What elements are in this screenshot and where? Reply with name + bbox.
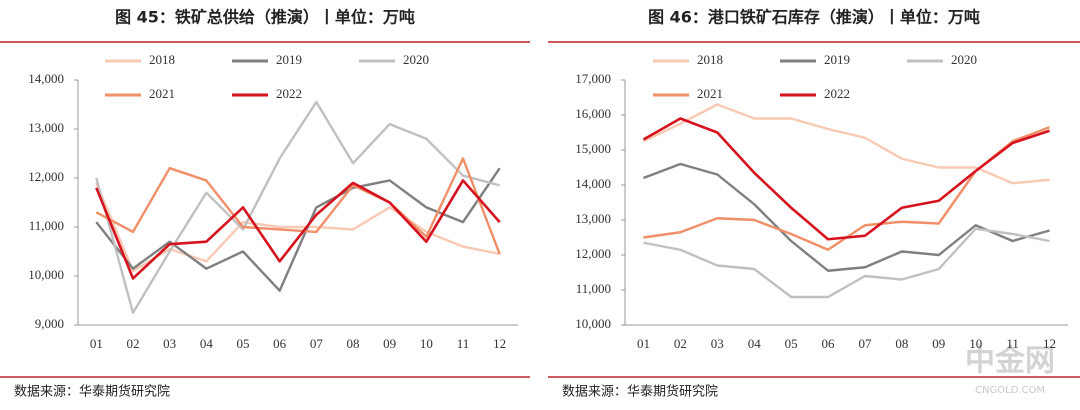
x-tick-label: 11	[457, 336, 470, 351]
x-tick-label: 01	[90, 336, 103, 351]
legend-label: 2021	[149, 86, 175, 101]
series-line	[643, 227, 1050, 299]
x-tick-label: 10	[969, 336, 982, 351]
y-tick-label: 16,000	[575, 106, 611, 121]
legend-label: 2022	[276, 86, 302, 101]
y-tick-label: 10,000	[28, 267, 64, 282]
series-line	[642, 103, 1050, 185]
y-tick-label: 12,000	[28, 169, 64, 184]
x-tick-label: 04	[200, 336, 214, 351]
x-tick-label: 09	[383, 336, 396, 351]
y-tick-label: 17,000	[575, 71, 611, 86]
series-line	[95, 182, 500, 273]
x-tick-label: 03	[163, 336, 176, 351]
x-tick-label: 08	[895, 336, 908, 351]
legend-label: 2019	[824, 52, 850, 67]
x-tick-label: 11	[1006, 336, 1019, 351]
x-tick-label: 05	[785, 336, 798, 351]
y-tick-label: 13,000	[575, 211, 611, 226]
x-tick-label: 09	[932, 336, 945, 351]
legend-label: 2021	[697, 86, 723, 101]
x-tick-label: 12	[1043, 336, 1056, 351]
watermark-site: CNGOLD.COM	[975, 385, 1045, 396]
watermark: 中金网	[965, 344, 1055, 379]
x-tick-label: 06	[822, 336, 836, 351]
legend-label: 2018	[697, 52, 723, 67]
x-tick-label: 02	[127, 336, 140, 351]
y-tick-label: 14,000	[575, 176, 611, 191]
source: 数据来源：华泰期货研究院	[562, 384, 718, 400]
y-tick-label: 11,000	[576, 281, 611, 296]
legend-label: 2020	[403, 52, 429, 67]
legend-label: 2020	[951, 52, 977, 67]
source: 数据来源：华泰期货研究院	[14, 384, 170, 400]
y-tick-label: 11,000	[29, 218, 64, 233]
legend-label: 2018	[149, 52, 175, 67]
x-tick-label: 08	[347, 336, 360, 351]
series-line	[642, 117, 1050, 241]
y-tick-label: 12,000	[575, 246, 611, 261]
x-tick-label: 04	[748, 336, 762, 351]
y-tick-label: 9,000	[35, 316, 64, 331]
x-tick-label: 07	[310, 336, 324, 351]
x-tick-label: 02	[674, 336, 687, 351]
series-line	[95, 167, 501, 292]
series-line	[95, 157, 501, 255]
y-tick-label: 13,000	[28, 120, 64, 135]
legend-label: 2022	[824, 86, 850, 101]
chart-title: 图 46：港口铁矿石库存（推演）丨单位：万吨	[648, 8, 980, 27]
y-tick-label: 10,000	[575, 316, 611, 331]
x-tick-label: 07	[858, 336, 872, 351]
chart-title: 图 45：铁矿总供给（推演）丨单位：万吨	[115, 8, 415, 27]
series-line	[95, 179, 501, 280]
x-tick-label: 05	[237, 336, 250, 351]
x-tick-label: 03	[711, 336, 724, 351]
x-tick-label: 12	[493, 336, 506, 351]
x-tick-label: 01	[637, 336, 650, 351]
series-line	[643, 162, 1050, 272]
legend-label: 2019	[276, 52, 302, 67]
x-tick-label: 10	[420, 336, 433, 351]
y-tick-label: 14,000	[28, 71, 64, 86]
x-tick-label: 06	[273, 336, 287, 351]
y-tick-label: 15,000	[575, 141, 611, 156]
series-line	[95, 100, 500, 314]
